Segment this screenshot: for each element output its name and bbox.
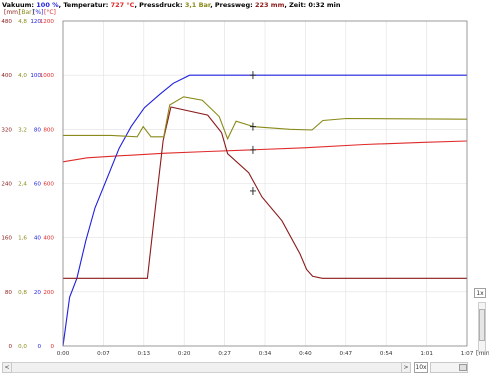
- y-tick-label: 1200: [40, 19, 55, 25]
- y-tick-label: 480: [1, 19, 12, 25]
- series-line-vakuum: [62, 74, 467, 347]
- y-tick-label: 0: [50, 344, 54, 350]
- y-tick-label: 320: [1, 127, 12, 133]
- x-tick-label: 0:07: [97, 351, 110, 357]
- y-tick-label: 80: [5, 290, 13, 296]
- y-tick-label: 2,4: [18, 182, 27, 188]
- y-tick-label: 0: [8, 344, 12, 350]
- scroll-left-icon: <: [4, 364, 10, 371]
- cursor-marker-pressdruck: [249, 122, 256, 131]
- y-tick-label: 400: [1, 73, 12, 79]
- zeit-value: 0:32 min: [308, 1, 341, 9]
- y-tick-label: 4,8: [18, 19, 27, 25]
- series-line-pressdruck: [63, 96, 468, 141]
- x-tick-label: 0:13: [138, 351, 151, 357]
- zoom-slider-thumb[interactable]: [459, 364, 467, 371]
- grid: [63, 21, 467, 346]
- pressdruck-label: Pressdruck:: [139, 1, 185, 9]
- y-tick-label: 160: [1, 236, 12, 242]
- x-axis-label: [min]: [476, 350, 489, 357]
- y-tick-label: 1,6: [18, 236, 27, 242]
- vertical-zoom-track[interactable]: [478, 302, 486, 352]
- temperatur-label: Temperatur:: [63, 1, 111, 9]
- pressdruck-value: 3,1 Bar: [184, 1, 211, 9]
- x-tick-labels: 0:00 0:07 0:13 0:20 0:27 0:34 0:40 0:47 0:54 1:01…: [57, 351, 474, 357]
- y-tick-label: 1000: [40, 73, 55, 79]
- cursor-marker-temperatur: [249, 145, 256, 154]
- zoom-level-value: 10x: [415, 364, 427, 371]
- x-tick-label: 0:34: [259, 351, 272, 357]
- x-tick-label: 1:07: [461, 351, 474, 357]
- series-lines: [62, 74, 468, 347]
- y-tick-label: 240: [1, 182, 12, 188]
- vertical-zoom-thumb[interactable]: [479, 309, 485, 341]
- status-separator: ,: [58, 1, 64, 9]
- status-separator: ,: [210, 1, 215, 9]
- zoom-level-box[interactable]: 10x: [414, 362, 428, 373]
- y-tick-label: 0,0: [18, 344, 27, 350]
- y-tick-label: 0,8: [18, 290, 27, 296]
- series-line-temperatur: [62, 140, 468, 163]
- unit-mm: [mm]: [4, 9, 21, 16]
- vakuum-label: Vakuum:: [2, 1, 37, 9]
- y-tick-label: 80: [34, 127, 42, 133]
- y-tick-label: 0: [37, 344, 41, 350]
- scroll-left-button[interactable]: <: [2, 362, 12, 373]
- unit-bar: [Bar]: [19, 9, 34, 16]
- y-tick-label: 3,2: [18, 127, 27, 133]
- y-tick-label: 120: [30, 19, 41, 25]
- pressweg-value: 223 mm: [254, 1, 285, 9]
- y-tick-label: 40: [34, 236, 42, 242]
- y-tick-label: 600: [43, 182, 54, 188]
- cursor-marker-vakuum: [249, 71, 256, 80]
- y-tick-label: 200: [43, 290, 54, 296]
- pressweg-label: Pressweg:: [214, 1, 255, 9]
- unit-degc: [°C]: [44, 9, 56, 16]
- zoom-slider-track[interactable]: [430, 362, 468, 373]
- cursor-markers: [249, 71, 256, 195]
- horizontal-scroll-track[interactable]: [12, 362, 401, 373]
- scroll-right-icon: >: [403, 364, 409, 371]
- x-tick-label: 0:27: [218, 351, 231, 357]
- status-separator: ,: [134, 1, 140, 9]
- y-tick-label: 400: [43, 236, 54, 242]
- x-tick-label: 0:20: [178, 351, 191, 357]
- status-line: Vakuum: 100 %, Temperatur: 727 °C, Press…: [2, 1, 340, 9]
- temperatur-value: 727 °C: [110, 1, 135, 9]
- zoom-side-box[interactable]: 1x: [474, 288, 486, 298]
- x-tick-label: 0:00: [57, 351, 70, 357]
- status-separator: ,: [284, 1, 290, 9]
- cursor-marker-pressweg: [249, 186, 256, 195]
- unit-percent: [%]: [33, 9, 44, 16]
- plot-frame: [62, 20, 468, 347]
- x-tick-label: 0:47: [340, 351, 353, 357]
- y-tick-label: 800: [43, 127, 54, 133]
- y-tick-label: 4,0: [18, 73, 27, 79]
- series-line-pressweg: [63, 106, 467, 279]
- zoom-side-label: 1x: [476, 289, 484, 297]
- x-tick-label: 1:01: [420, 351, 433, 357]
- zeit-label: Zeit:: [289, 1, 309, 9]
- scroll-right-button[interactable]: >: [401, 362, 411, 373]
- vakuum-value: 100 %: [36, 1, 59, 9]
- x-tick-label: 0:54: [380, 351, 393, 357]
- y-tick-label: 60: [34, 182, 42, 188]
- y-tick-label: 20: [34, 290, 42, 296]
- x-tick-label: 0:40: [299, 351, 312, 357]
- y-tick-label: 100: [30, 73, 41, 79]
